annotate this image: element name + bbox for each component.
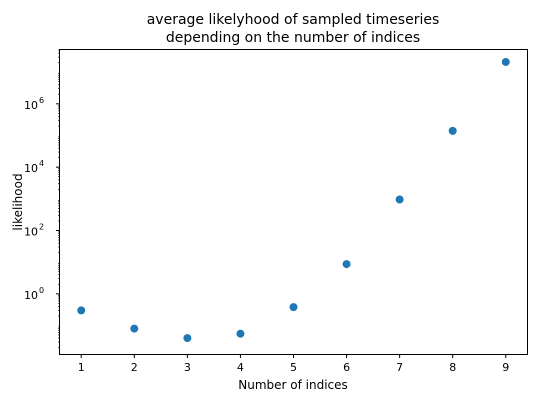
y-axis-label: likelihood bbox=[11, 173, 25, 230]
x-tick-label: 6 bbox=[343, 361, 350, 374]
data-point bbox=[289, 303, 298, 312]
x-tick-label: 3 bbox=[184, 361, 191, 374]
y-tick-label: 10 bbox=[24, 99, 38, 112]
data-point bbox=[501, 57, 510, 66]
x-tick-label: 8 bbox=[449, 361, 456, 374]
data-point bbox=[395, 195, 404, 204]
x-axis-label: Number of indices bbox=[238, 378, 348, 392]
y-tick-label: 10 bbox=[24, 226, 38, 239]
data-point bbox=[183, 334, 192, 343]
x-tick-label: 7 bbox=[396, 361, 403, 374]
x-tick-label: 5 bbox=[290, 361, 297, 374]
data-point bbox=[236, 329, 245, 338]
y-tick-exponent: 2 bbox=[39, 223, 44, 232]
x-tick-label: 2 bbox=[131, 361, 138, 374]
y-tick-exponent: 4 bbox=[39, 159, 44, 168]
data-point bbox=[130, 324, 139, 333]
x-axis-ticks: 1 2 3 4 5 6 7 8 9 bbox=[78, 354, 509, 374]
x-tick-label: 9 bbox=[502, 361, 509, 374]
x-tick-label: 4 bbox=[237, 361, 244, 374]
chart-title-line-2: depending on the number of indices bbox=[166, 30, 420, 46]
x-tick-label: 1 bbox=[78, 361, 85, 374]
y-tick-label: 10 bbox=[24, 162, 38, 175]
y-tick-exponent: 6 bbox=[39, 96, 44, 105]
data-point bbox=[77, 306, 86, 315]
data-points bbox=[77, 57, 510, 343]
data-point bbox=[448, 126, 457, 135]
data-point bbox=[342, 260, 351, 269]
y-tick-exponent: 0 bbox=[39, 286, 44, 295]
chart-title-line-1: average likelyhood of sampled timeseries bbox=[147, 12, 440, 28]
y-tick-label: 10 bbox=[24, 289, 38, 302]
